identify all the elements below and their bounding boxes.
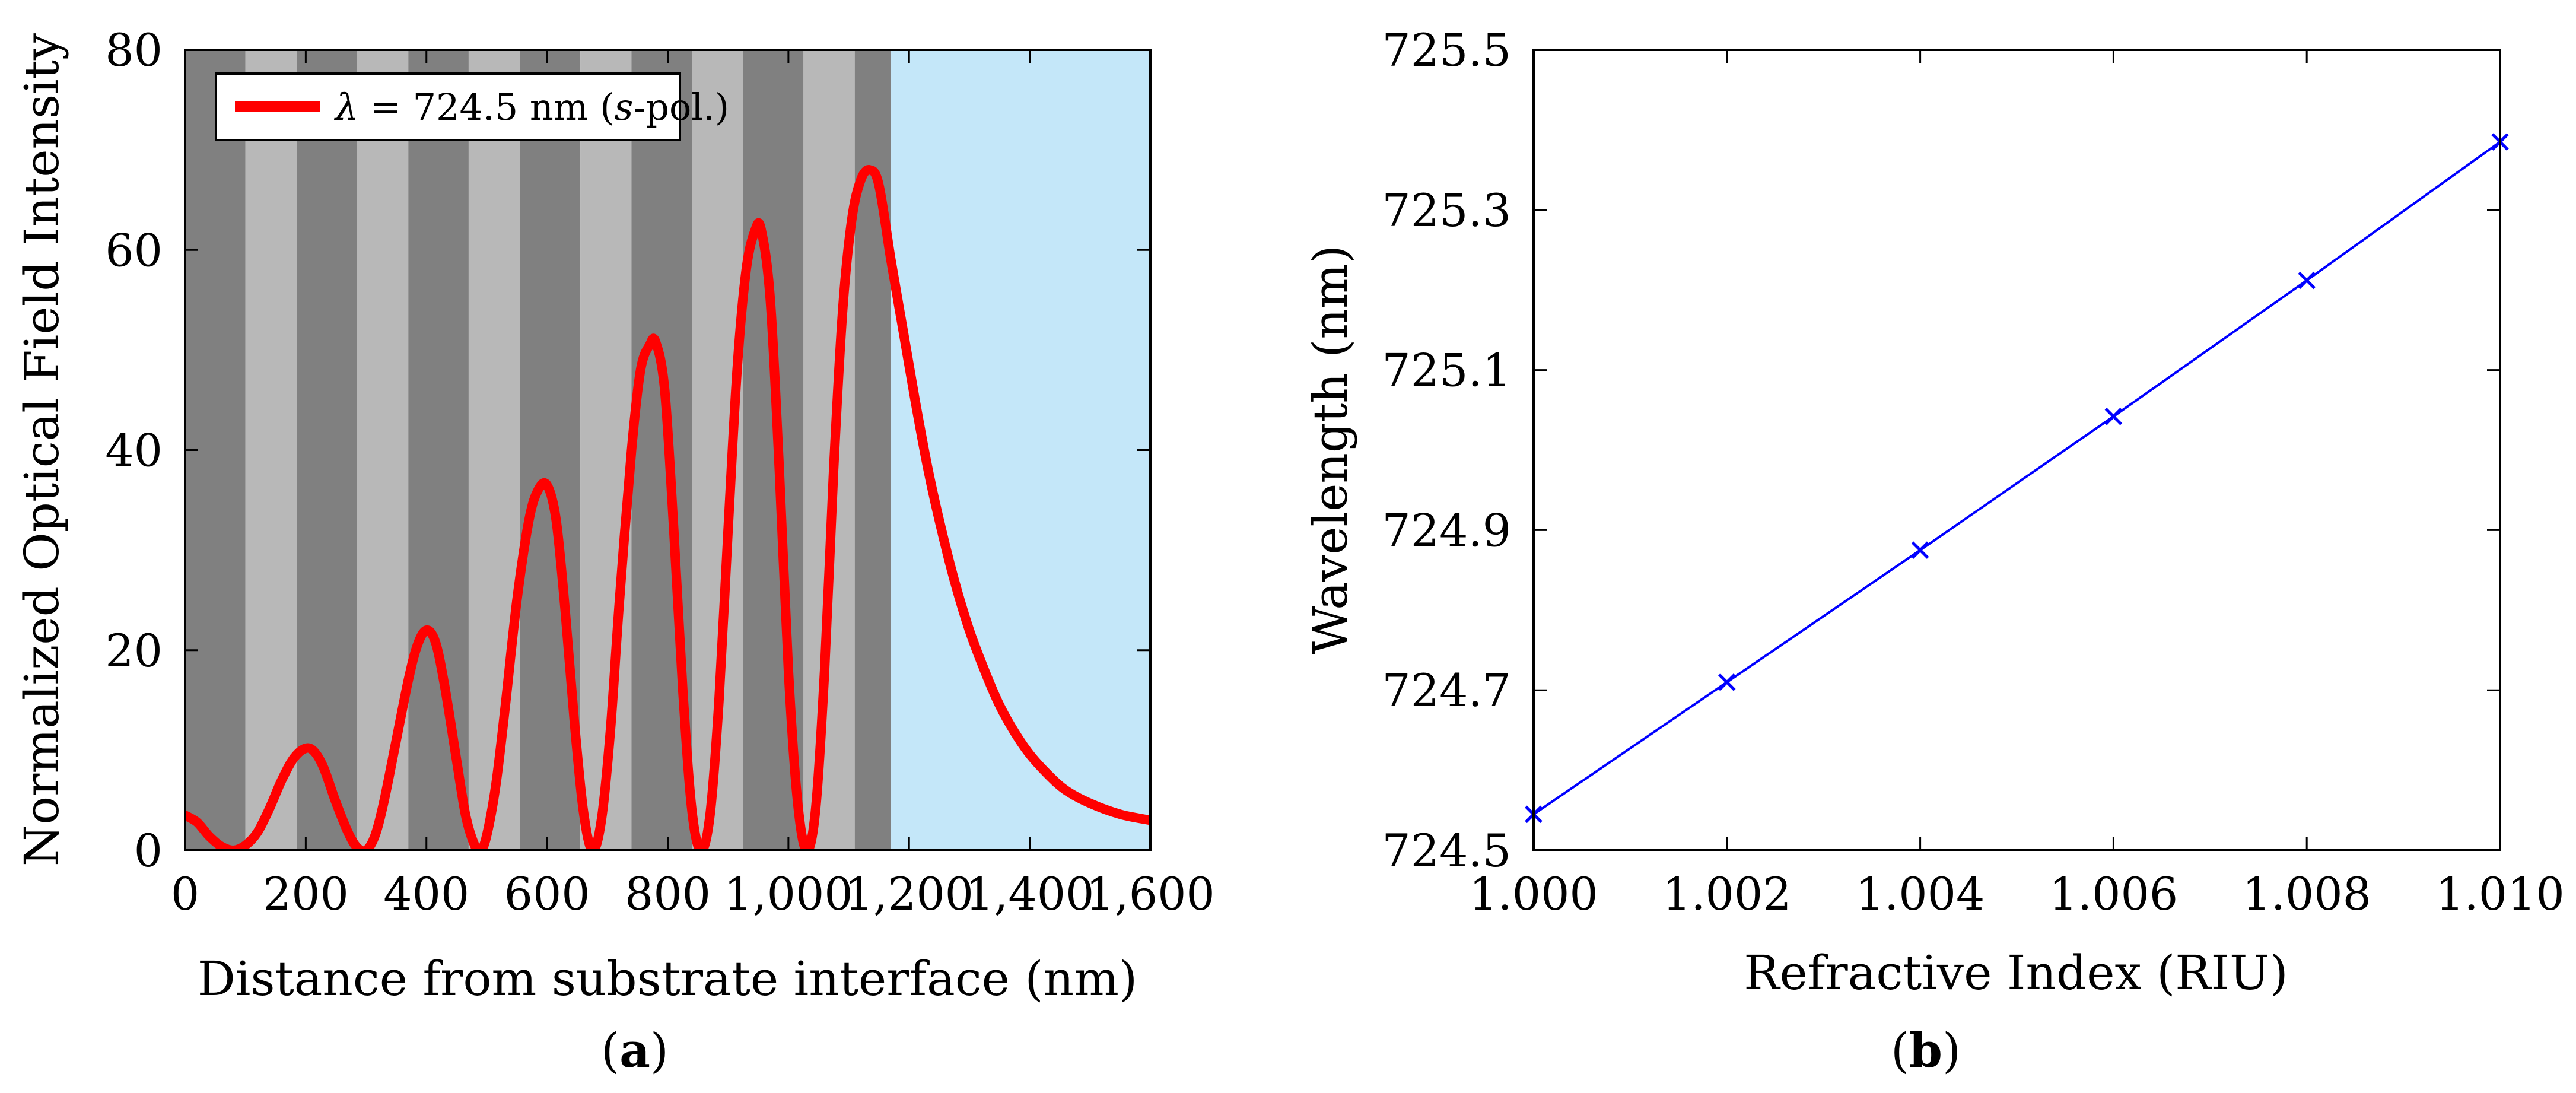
data-point-marker xyxy=(1911,541,1929,559)
series-line-field-intensity xyxy=(185,165,1150,850)
chart-a-y-axis-title: Normalized Optical Field Intensity xyxy=(14,33,69,866)
x-tick-label: 1.008 xyxy=(2242,868,2371,920)
x-tick-label: 1.000 xyxy=(1469,868,1598,920)
data-point-marker xyxy=(1718,673,1736,691)
chart-a-layers xyxy=(185,50,1150,850)
legend-value: = 724.5 nm ( xyxy=(358,85,614,129)
x-tick-label: 1,200 xyxy=(844,868,974,920)
chart-b-x-axis-title: Refractive Index (RIU) xyxy=(1744,945,2288,1000)
layer-band-light xyxy=(468,50,520,850)
layer-band-analyte xyxy=(891,50,1150,850)
layer-band-light xyxy=(245,50,297,850)
y-tick-label: 0 xyxy=(134,824,163,877)
x-tick-label: 1.004 xyxy=(1856,868,1985,920)
panel-label-a: (a) xyxy=(601,1022,669,1078)
panel-label-b: (b) xyxy=(1891,1022,1961,1078)
data-point-marker xyxy=(2298,271,2316,290)
legend-label: λ = 724.5 nm (s-pol.) xyxy=(333,85,729,129)
y-tick-label: 60 xyxy=(105,224,163,277)
layer-band-dark xyxy=(297,50,357,850)
chart-b-y-axis-title: Wavelength (nm) xyxy=(1303,245,1358,654)
chart-a-x-axis-title: Distance from substrate interface (nm) xyxy=(198,951,1137,1006)
x-tick-label: 600 xyxy=(504,868,590,920)
chart-a-series xyxy=(185,165,1150,850)
y-tick-label: 724.5 xyxy=(1382,824,1511,877)
x-tick-label: 0 xyxy=(171,868,199,920)
x-tick-label: 400 xyxy=(383,868,469,920)
x-tick-label: 800 xyxy=(625,868,711,920)
layer-band-dark xyxy=(408,50,469,850)
legend-pol-letter: s xyxy=(614,85,633,129)
chart-a-frame xyxy=(184,49,1152,851)
x-tick-label: 1,400 xyxy=(965,868,1095,920)
chart-b-ticks xyxy=(1532,49,2501,851)
chart-b-y-tick-labels: 724.5 724.7 724.9 725.1 725.3 725.5 xyxy=(1382,24,1511,877)
chart-b-series xyxy=(1534,141,2500,815)
y-tick-label: 725.5 xyxy=(1382,24,1511,77)
x-tick-label: 200 xyxy=(263,868,349,920)
x-tick-label: 1.002 xyxy=(1662,868,1792,920)
chart-a-legend: λ = 724.5 nm (s-pol.) xyxy=(215,72,729,141)
x-tick-label: 1.010 xyxy=(2435,868,2565,920)
legend-pol-suffix: -pol.) xyxy=(633,85,729,129)
y-tick-label: 80 xyxy=(105,24,163,77)
y-tick-label: 724.7 xyxy=(1382,664,1511,717)
chart-b-x-tick-labels: 1.000 1.002 1.004 1.006 1.008 1.010 xyxy=(1469,868,2565,920)
layer-band-light xyxy=(803,50,855,850)
y-tick-label: 725.3 xyxy=(1382,184,1511,237)
y-tick-label: 20 xyxy=(105,624,163,677)
legend-lambda: λ xyxy=(333,85,358,129)
chart-b-frame xyxy=(1532,49,2501,851)
x-tick-label: 1.006 xyxy=(2049,868,2179,920)
x-tick-label: 1,000 xyxy=(724,868,853,920)
series-line-wavelength xyxy=(1534,141,2500,815)
chart-a-y-tick-labels: 0 20 40 60 80 xyxy=(105,24,163,877)
y-tick-label: 725.1 xyxy=(1382,344,1511,397)
data-point-marker xyxy=(2104,408,2123,425)
y-tick-label: 724.9 xyxy=(1382,504,1511,557)
chart-b: 1.000 1.002 1.004 1.006 1.008 1.010 724.5724.… xyxy=(1303,24,2565,1078)
x-tick-label: 1,600 xyxy=(1086,868,1215,920)
layer-band-light xyxy=(580,50,632,850)
y-tick-label: 40 xyxy=(105,424,163,477)
